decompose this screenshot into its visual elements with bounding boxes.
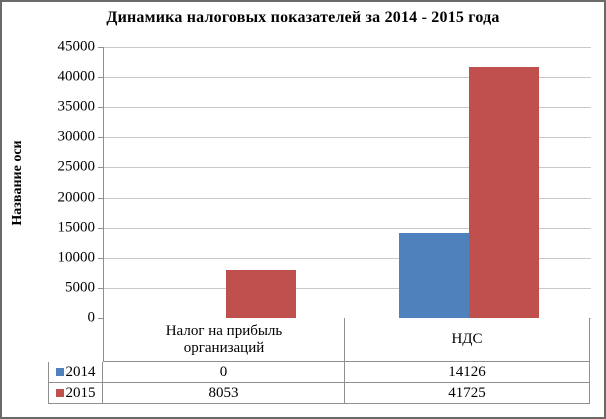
gridline (104, 167, 591, 169)
gridline (104, 197, 591, 199)
bar-2015-category-1 (225, 269, 296, 318)
value-cell: 0 (103, 362, 345, 383)
y-axis-tick-mark (98, 287, 104, 289)
y-tick-label: 10000 (57, 249, 96, 266)
gridline (104, 257, 591, 259)
y-tick-label: 45000 (57, 38, 96, 55)
legend-color-swatch-icon (55, 389, 64, 397)
y-axis-tick-mark (98, 107, 104, 109)
data-table: Налог на прибыль организаций НДС 2014 0 1412… (48, 318, 590, 404)
bar-2015-category-2 (469, 66, 540, 318)
gridline (104, 47, 591, 48)
y-tick-label: 0 (87, 309, 96, 326)
y-axis-tick-mark (98, 167, 104, 169)
y-axis-tick-mark (98, 227, 104, 229)
category-cell: НДС (345, 318, 590, 362)
category-label: Налог на прибыль организаций (165, 322, 283, 356)
legend-series-label: 2015 (65, 384, 96, 401)
gridline (104, 227, 591, 229)
legend-series-label: 2014 (65, 363, 96, 380)
chart-title: Динамика налоговых показателей за 2014 -… (106, 9, 500, 26)
y-axis-tick-mark (98, 137, 104, 139)
legend-key-cell: 2015 (48, 383, 103, 404)
value-cell: 8053 (103, 383, 345, 404)
gridline (104, 107, 591, 109)
table-corner-spacer (48, 318, 103, 362)
category-cell: Налог на прибыль организаций (103, 318, 345, 362)
gridline (104, 77, 591, 79)
y-tick-label: 40000 (57, 68, 96, 85)
y-axis-tick-mark (98, 77, 104, 79)
value-cell: 41725 (345, 383, 590, 404)
y-axis-tick-mark (98, 47, 104, 48)
y-axis-tick-labels: 45000 40000 35000 30000 25000 20000 15000 10000… (2, 39, 96, 326)
legend-key-cell: 2014 (48, 362, 103, 383)
y-axis-tick-mark (98, 197, 104, 199)
table-header-row: Налог на прибыль организаций НДС (48, 318, 590, 362)
plot-area (98, 47, 591, 319)
y-tick-label: 30000 (57, 128, 96, 145)
y-tick-label: 20000 (57, 189, 96, 206)
y-tick-label: 25000 (57, 158, 96, 175)
y-tick-label: 5000 (65, 279, 95, 296)
gridline (104, 137, 591, 139)
bar-2014-category-2 (399, 232, 470, 318)
table-row: 2015 8053 41725 (48, 383, 590, 404)
legend-color-swatch-icon (55, 368, 64, 376)
category-label: НДС (451, 331, 483, 348)
y-axis-tick-mark (98, 257, 104, 259)
gridline (104, 287, 591, 289)
table-row: 2014 0 14126 (48, 362, 590, 383)
y-tick-label: 15000 (57, 219, 96, 236)
y-tick-label: 35000 (57, 98, 96, 115)
value-cell: 14126 (345, 362, 590, 383)
y-axis-tick-mark (98, 318, 104, 319)
